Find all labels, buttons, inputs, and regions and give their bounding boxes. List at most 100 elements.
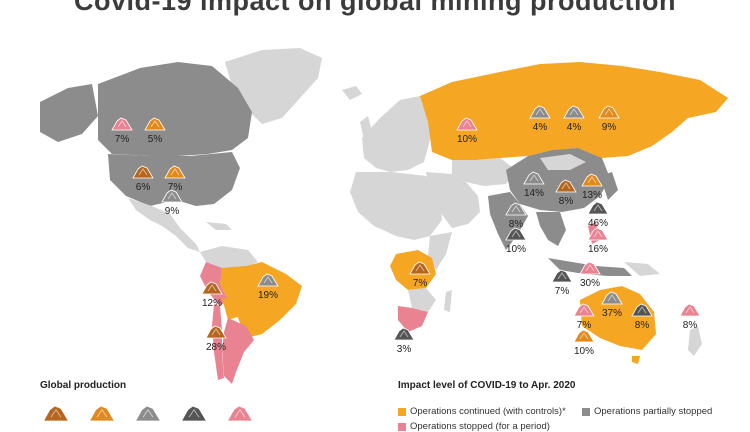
usa-region xyxy=(108,152,240,206)
mine-marker: 16% xyxy=(587,227,609,255)
mine-marker: 4% xyxy=(563,105,585,133)
mine-marker: 13% xyxy=(581,173,603,201)
marker-value-label: 46% xyxy=(588,218,608,229)
mine-marker: 12% xyxy=(201,281,223,309)
bolivia-region xyxy=(222,298,240,320)
marker-value-label: 12% xyxy=(202,298,222,309)
mine-marker: 9% xyxy=(161,189,183,217)
mine-marker: 30% xyxy=(579,261,601,289)
legend-label-stopped: Operations stopped (for a period) xyxy=(410,421,550,432)
iceland-region xyxy=(342,86,362,100)
mine-marker: 10% xyxy=(456,117,478,145)
middle-east-region xyxy=(426,172,480,228)
legend-production-title: Global production xyxy=(40,380,127,391)
marker-value-label: 7% xyxy=(115,134,130,145)
legend-swatch-continued xyxy=(398,407,406,416)
legend-production-icon xyxy=(180,405,208,422)
marker-value-label: 7% xyxy=(413,278,428,289)
mine-marker: 8% xyxy=(631,303,653,331)
brazil-region xyxy=(220,262,302,338)
marker-value-label: 7% xyxy=(168,182,183,193)
north-africa-region xyxy=(350,172,442,240)
mine-marker: 7% xyxy=(111,117,133,145)
legend-item-continued: Operations continued (with controls)* xyxy=(398,406,566,417)
korea-japan-region xyxy=(600,172,618,200)
legend-item-stopped: Operations stopped (for a period) xyxy=(398,421,550,432)
marker-value-label: 10% xyxy=(574,346,594,357)
mongolia-region xyxy=(540,154,586,170)
marker-value-label: 8% xyxy=(683,320,698,331)
legend-production-icon xyxy=(42,405,70,422)
mine-marker: 8% xyxy=(679,303,701,331)
marker-value-label: 28% xyxy=(206,342,226,353)
legend-production-icons xyxy=(42,405,254,422)
marker-value-label: 6% xyxy=(136,182,151,193)
mine-marker: 8% xyxy=(555,179,577,207)
uk-region xyxy=(360,116,372,140)
marker-value-label: 16% xyxy=(588,244,608,255)
mine-marker: 9% xyxy=(598,105,620,133)
europe-region xyxy=(362,96,430,172)
marker-value-label: 5% xyxy=(148,134,163,145)
mine-marker: 37% xyxy=(601,291,623,319)
southeast-asia-region xyxy=(536,212,566,246)
papua-region xyxy=(624,262,660,276)
mine-marker: 7% xyxy=(573,303,595,331)
caribbean-region xyxy=(206,222,232,230)
marker-value-label: 10% xyxy=(457,134,477,145)
legend-swatch-partial xyxy=(582,407,590,416)
argentina-region xyxy=(222,318,254,384)
marker-value-label: 13% xyxy=(582,190,602,201)
east-africa-region xyxy=(428,232,452,270)
legend-label-partial: Operations partially stopped xyxy=(594,406,713,417)
mexico-region xyxy=(128,198,200,252)
marker-value-label: 10% xyxy=(506,244,526,255)
canada-region xyxy=(98,62,252,156)
alaska-region xyxy=(40,84,98,142)
marker-value-label: 8% xyxy=(635,320,650,331)
marker-value-label: 9% xyxy=(165,206,180,217)
mine-marker: 10% xyxy=(573,329,595,357)
southern-africa-region xyxy=(408,288,436,312)
mine-marker: 46% xyxy=(587,201,609,229)
marker-value-label: 4% xyxy=(567,122,582,133)
legend-production-icon xyxy=(134,405,162,422)
marker-value-label: 3% xyxy=(397,344,412,355)
mine-marker: 28% xyxy=(205,325,227,353)
legend-production-icon xyxy=(226,405,254,422)
mine-marker: 7% xyxy=(164,165,186,193)
mine-marker: 10% xyxy=(505,227,527,255)
greenland-region xyxy=(225,48,322,124)
mine-marker: 7% xyxy=(551,269,573,297)
marker-value-label: 4% xyxy=(533,122,548,133)
mine-marker: 4% xyxy=(529,105,551,133)
tasmania-region xyxy=(632,356,640,364)
chile-region xyxy=(212,304,224,380)
marker-value-label: 7% xyxy=(577,320,592,331)
mine-marker: 5% xyxy=(144,117,166,145)
marker-value-label: 8% xyxy=(509,219,524,230)
marker-value-label: 14% xyxy=(524,188,544,199)
legend-item-partial: Operations partially stopped xyxy=(582,406,712,417)
production-markers: 7% 5% 6% 7% 9% 10% 4% 4% 9% 14% 13% 8% 8% 10% 46% 16% 30… xyxy=(111,105,701,357)
australia-region xyxy=(580,286,656,350)
new-zealand-region xyxy=(688,326,702,356)
south-africa-region xyxy=(398,306,428,332)
central-asia-region xyxy=(452,158,516,186)
legend-impact-title: Impact level of COVID-19 to Apr. 2020 xyxy=(398,380,576,391)
marker-value-label: 19% xyxy=(258,290,278,301)
marker-value-label: 9% xyxy=(602,122,617,133)
legend-production-icon xyxy=(88,405,116,422)
mine-marker: 8% xyxy=(505,202,527,230)
marker-value-label: 7% xyxy=(555,286,570,297)
mine-marker: 14% xyxy=(523,171,545,199)
marker-value-label: 30% xyxy=(580,278,600,289)
legend-label-continued: Operations continued (with controls)* xyxy=(410,406,566,417)
china-region xyxy=(506,148,610,212)
marker-value-label: 37% xyxy=(602,308,622,319)
madagascar-region xyxy=(444,290,452,312)
mine-marker: 3% xyxy=(393,327,415,355)
marker-value-label: 8% xyxy=(559,196,574,207)
mine-marker: 19% xyxy=(257,273,279,301)
